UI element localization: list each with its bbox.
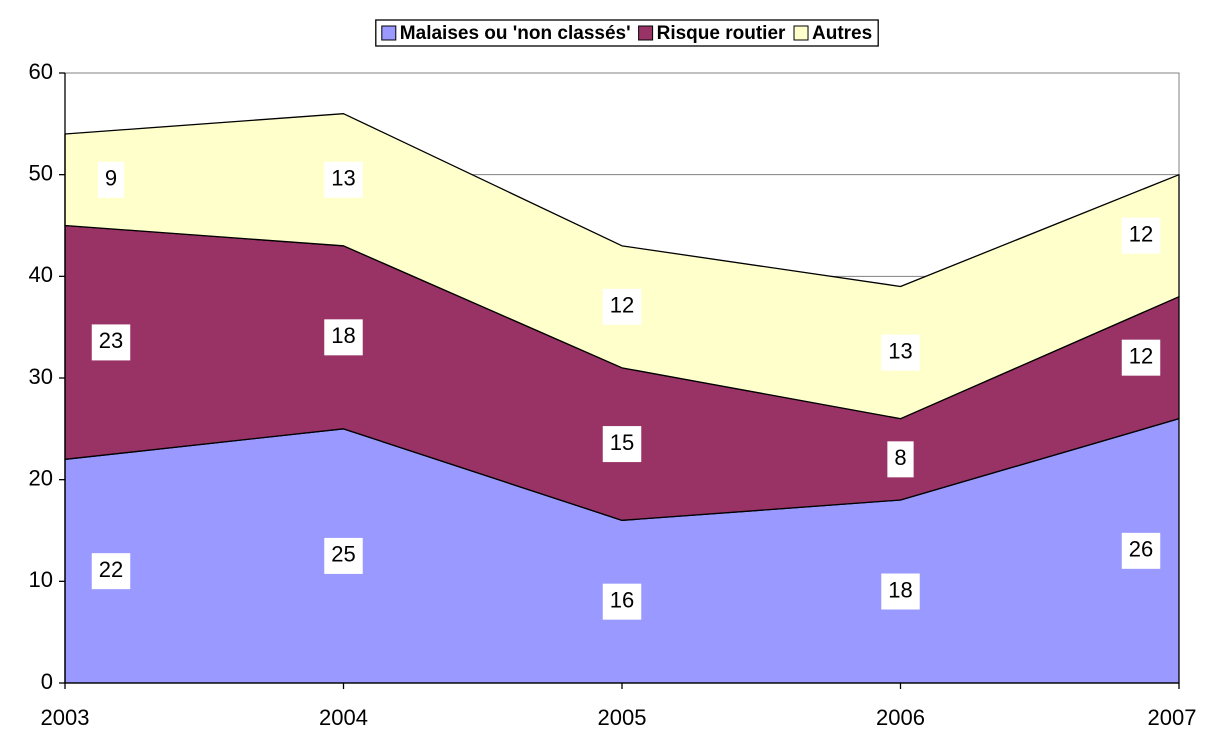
data-label-text: 16 (610, 587, 634, 612)
data-label-box (602, 288, 642, 325)
legend-label: Malaises ou 'non classés' (400, 23, 631, 44)
data-label: 16 (602, 583, 642, 620)
legend-swatch (381, 25, 397, 41)
x-tick-label: 2003 (41, 705, 90, 730)
data-label-box (881, 334, 920, 371)
data-label-box (1121, 217, 1161, 254)
data-label-text: 18 (331, 323, 355, 348)
data-label: 26 (1121, 532, 1161, 569)
legend-label: Risque routier (657, 23, 786, 44)
legend: Malaises ou 'non classés' Risque routier A… (375, 19, 879, 47)
legend-swatch (793, 25, 809, 41)
y-tick-label: 30 (29, 364, 53, 389)
data-label: 12 (1121, 339, 1161, 376)
data-label: 18 (324, 319, 363, 356)
data-label: 18 (881, 573, 920, 610)
data-label-text: 12 (1129, 221, 1153, 246)
data-label-box (881, 573, 920, 610)
data-label-text: 12 (1129, 343, 1153, 368)
data-label-text: 8 (894, 445, 906, 470)
data-label-text: 13 (331, 166, 355, 191)
data-label-box (602, 426, 642, 463)
data-label-text: 15 (610, 430, 634, 455)
data-label: 23 (91, 324, 131, 361)
data-label-box (602, 583, 642, 620)
data-label-box (91, 324, 131, 361)
data-label-text: 13 (888, 338, 912, 363)
data-label: 13 (881, 334, 920, 371)
data-label-text: 26 (1129, 537, 1153, 562)
data-label: 12 (602, 288, 642, 325)
legend-label: Autres (812, 23, 872, 44)
y-tick-label: 20 (29, 465, 53, 490)
data-label: 8 (887, 441, 914, 478)
data-label-box (324, 537, 363, 574)
data-label: 9 (97, 161, 125, 198)
data-label-box (324, 319, 363, 356)
data-label-box (324, 161, 363, 198)
data-label-text: 25 (331, 542, 355, 567)
data-label-text: 23 (99, 328, 123, 353)
data-label-box (1121, 532, 1161, 569)
data-label: 12 (1121, 217, 1161, 254)
x-tick-label: 2004 (319, 705, 368, 730)
data-label-text: 18 (888, 577, 912, 602)
y-tick-label: 60 (29, 59, 53, 84)
x-tick-label: 2006 (876, 705, 925, 730)
y-tick-label: 50 (29, 160, 53, 185)
data-label: 25 (324, 537, 363, 574)
data-label: 13 (324, 161, 363, 198)
data-label: 22 (91, 553, 131, 590)
data-label-box (97, 161, 125, 198)
data-label-text: 9 (105, 166, 117, 191)
data-label-box (91, 553, 131, 590)
y-tick-label: 0 (41, 669, 53, 694)
y-tick-label: 40 (29, 262, 53, 287)
legend-swatch (638, 25, 654, 41)
y-tick-label: 10 (29, 567, 53, 592)
data-label-box (887, 441, 914, 478)
data-label-box (1121, 339, 1161, 376)
data-label: 15 (602, 426, 642, 463)
x-tick-label: 2007 (1148, 705, 1197, 730)
data-label-text: 12 (610, 293, 634, 318)
x-tick-label: 2005 (598, 705, 647, 730)
data-label-text: 22 (99, 557, 123, 582)
